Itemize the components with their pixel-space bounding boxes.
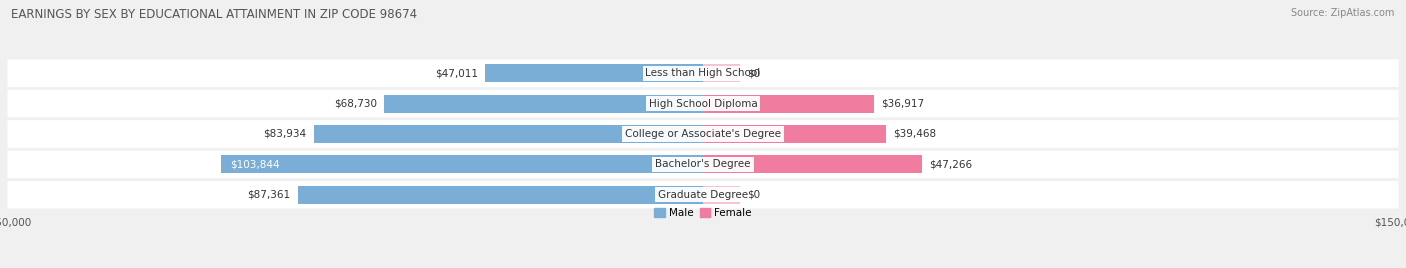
Text: EARNINGS BY SEX BY EDUCATIONAL ATTAINMENT IN ZIP CODE 98674: EARNINGS BY SEX BY EDUCATIONAL ATTAINMEN… [11, 8, 418, 21]
Text: Bachelor's Degree: Bachelor's Degree [655, 159, 751, 169]
Bar [485, 64, 703, 83]
Bar [703, 185, 740, 204]
FancyBboxPatch shape [7, 120, 1399, 148]
Text: $47,011: $47,011 [434, 68, 478, 78]
Text: High School Diploma: High School Diploma [648, 99, 758, 109]
Text: $68,730: $68,730 [335, 99, 377, 109]
Text: $87,361: $87,361 [247, 190, 291, 200]
Bar [703, 64, 740, 83]
Bar [298, 185, 703, 204]
Bar [703, 95, 875, 113]
Text: College or Associate's Degree: College or Associate's Degree [626, 129, 780, 139]
Text: Less than High School: Less than High School [645, 68, 761, 78]
Text: $0: $0 [747, 190, 761, 200]
FancyBboxPatch shape [7, 90, 1399, 117]
Text: $47,266: $47,266 [929, 159, 973, 169]
Bar [384, 95, 703, 113]
Text: $36,917: $36,917 [882, 99, 924, 109]
Text: $39,468: $39,468 [893, 129, 936, 139]
Bar [703, 155, 922, 173]
FancyBboxPatch shape [7, 59, 1399, 87]
Text: Graduate Degree: Graduate Degree [658, 190, 748, 200]
Text: Source: ZipAtlas.com: Source: ZipAtlas.com [1291, 8, 1395, 18]
Text: $83,934: $83,934 [263, 129, 307, 139]
Bar [314, 125, 703, 143]
Text: $0: $0 [747, 68, 761, 78]
Bar [221, 155, 703, 173]
FancyBboxPatch shape [7, 181, 1399, 209]
Text: $103,844: $103,844 [231, 159, 280, 169]
FancyBboxPatch shape [7, 151, 1399, 178]
Legend: Male, Female: Male, Female [650, 204, 756, 222]
Bar [703, 125, 886, 143]
